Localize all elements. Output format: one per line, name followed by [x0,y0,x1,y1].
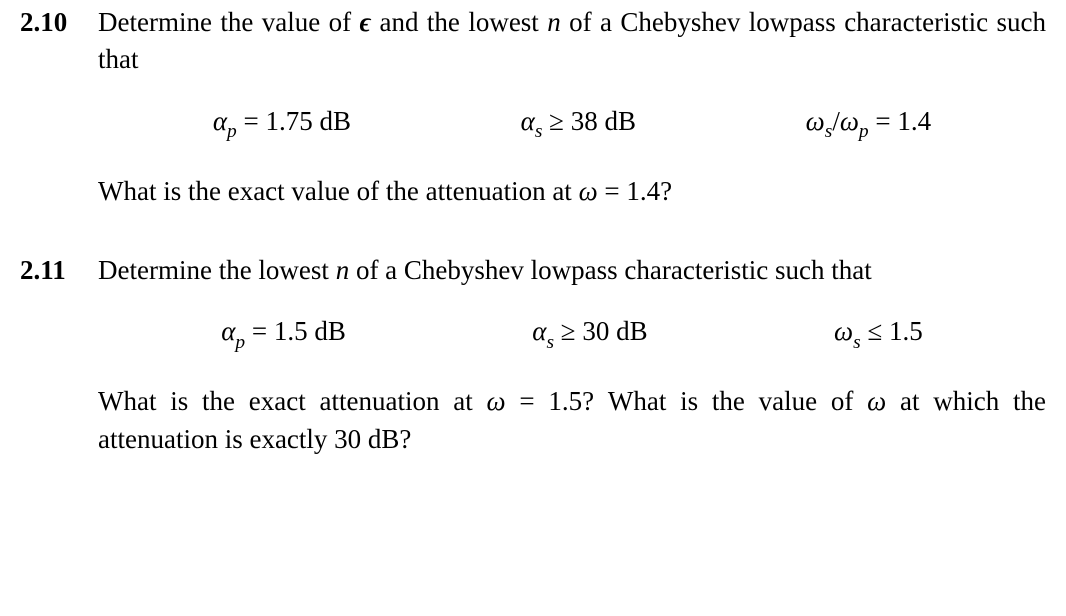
omega-symbol: ω [806,106,825,136]
eq-alpha-s: αs ≥ 38 dB [521,103,636,145]
eq-value: ≤ 1.5 [861,316,923,346]
equation-row: αp = 1.5 dB αs ≥ 30 dB ωs ≤ 1.5 [128,313,1016,355]
eq-omega-ratio: ωs/ωp = 1.4 [806,103,931,145]
n-symbol: n [547,7,561,37]
text: = 1.4? [598,176,672,206]
s-subscript: s [546,332,554,353]
alpha-symbol: α [521,106,535,136]
problem-body: Determine the value of ϵ and the lowest … [98,4,1046,234]
equation-row: αp = 1.75 dB αs ≥ 38 dB ωs/ωp = 1.4 [128,103,1016,145]
eq-value: ≥ 30 dB [554,316,648,346]
text: Determine the value of [98,7,360,37]
omega-symbol: ω [834,316,853,346]
question-paragraph: What is the exact attenuation at ω = 1.5… [98,383,1046,458]
p-subscript: p [227,121,237,142]
omega-symbol: ω [487,386,506,416]
problem-number: 2.11 [20,252,98,482]
text: Determine the lowest [98,255,336,285]
eq-value: = 1.4 [869,106,931,136]
s-subscript: s [825,121,833,142]
problem-2-10: 2.10 Determine the value of ϵ and the lo… [20,4,1046,234]
slash: / [832,106,840,136]
p-subscript: p [859,121,869,142]
eq-alpha-p: αp = 1.5 dB [221,313,346,355]
intro-paragraph: Determine the lowest n of a Chebyshev lo… [98,252,1046,289]
epsilon-symbol: ϵ [360,7,372,37]
eq-value: = 1.75 dB [237,106,351,136]
text: What is the exact value of the attenuati… [98,176,579,206]
text: of a Chebyshev lowpass characteristic su… [349,255,872,285]
n-symbol: n [336,255,350,285]
omega-symbol: ω [867,386,886,416]
eq-value: = 1.5 dB [245,316,346,346]
text: = 1.5? What is the value of [506,386,868,416]
s-subscript: s [853,332,861,353]
alpha-symbol: α [221,316,235,346]
eq-omega-s: ωs ≤ 1.5 [834,313,923,355]
s-subscript: s [535,121,543,142]
problem-2-11: 2.11 Determine the lowest n of a Chebysh… [20,252,1046,482]
eq-alpha-s: αs ≥ 30 dB [532,313,647,355]
intro-paragraph: Determine the value of ϵ and the lowest … [98,4,1046,79]
p-subscript: p [235,332,245,353]
alpha-symbol: α [532,316,546,346]
question-paragraph: What is the exact value of the attenuati… [98,173,1046,210]
omega-symbol: ω [579,176,598,206]
alpha-symbol: α [213,106,227,136]
eq-value: ≥ 38 dB [542,106,636,136]
omega-symbol: ω [840,106,859,136]
text: What is the exact attenuation at [98,386,487,416]
eq-alpha-p: αp = 1.75 dB [213,103,351,145]
problem-number: 2.10 [20,4,98,234]
text: and the lowest [371,7,547,37]
problem-body: Determine the lowest n of a Chebyshev lo… [98,252,1046,482]
